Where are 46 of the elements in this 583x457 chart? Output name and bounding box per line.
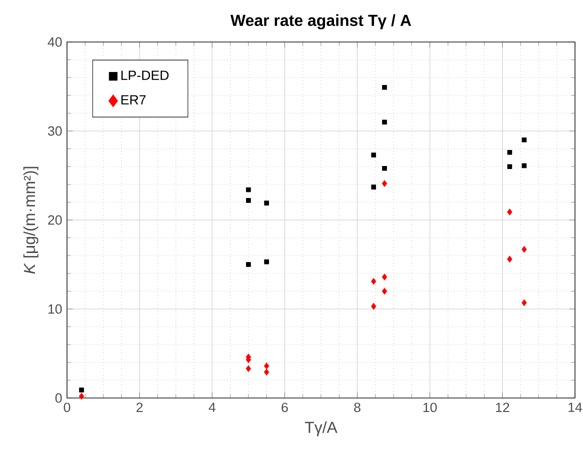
point [264, 362, 270, 370]
point [371, 302, 376, 310]
y-tick-label: 0 [55, 393, 62, 403]
point [382, 180, 388, 187]
point [507, 208, 512, 216]
point [382, 120, 387, 124]
point [246, 365, 252, 372]
x-tick-label: 2 [136, 402, 143, 412]
x-tick-label: 10 [423, 402, 437, 412]
point [78, 392, 84, 400]
point [522, 137, 527, 142]
point [264, 368, 270, 376]
x-tick-label: 12 [496, 402, 510, 412]
point [522, 246, 527, 253]
legend-label: LP-DED [121, 70, 169, 80]
point [382, 166, 387, 171]
point [264, 200, 269, 206]
point [264, 259, 269, 264]
point [371, 152, 376, 158]
x-tick-label: 8 [354, 402, 360, 412]
point [371, 278, 376, 285]
x-tick-label: 6 [282, 402, 288, 412]
point [246, 187, 251, 192]
point [507, 164, 512, 169]
x-axis-title: Tγ/A [304, 421, 338, 436]
y-tick-label: 40 [48, 37, 62, 47]
x-tick-label: 0 [64, 402, 70, 412]
chart-title: Wear rate against Tγ / A [230, 14, 412, 30]
y-axis-title: K [μg/(m·mm²)] [23, 166, 38, 274]
point [79, 388, 84, 392]
legend-label: ER7 [121, 95, 146, 104]
y-tick-label: 30 [48, 126, 62, 136]
point [246, 198, 251, 203]
point [522, 299, 527, 306]
point [507, 150, 512, 155]
y-tick-label: 20 [48, 215, 62, 225]
point [507, 256, 512, 262]
point [382, 84, 387, 90]
point [246, 262, 251, 267]
x-tick-label: 4 [208, 402, 216, 412]
point [522, 163, 527, 168]
point [382, 274, 388, 280]
y-tick-label: 10 [48, 304, 62, 314]
x-tick-label: 14 [568, 402, 582, 412]
point [371, 184, 376, 190]
point [382, 288, 388, 295]
